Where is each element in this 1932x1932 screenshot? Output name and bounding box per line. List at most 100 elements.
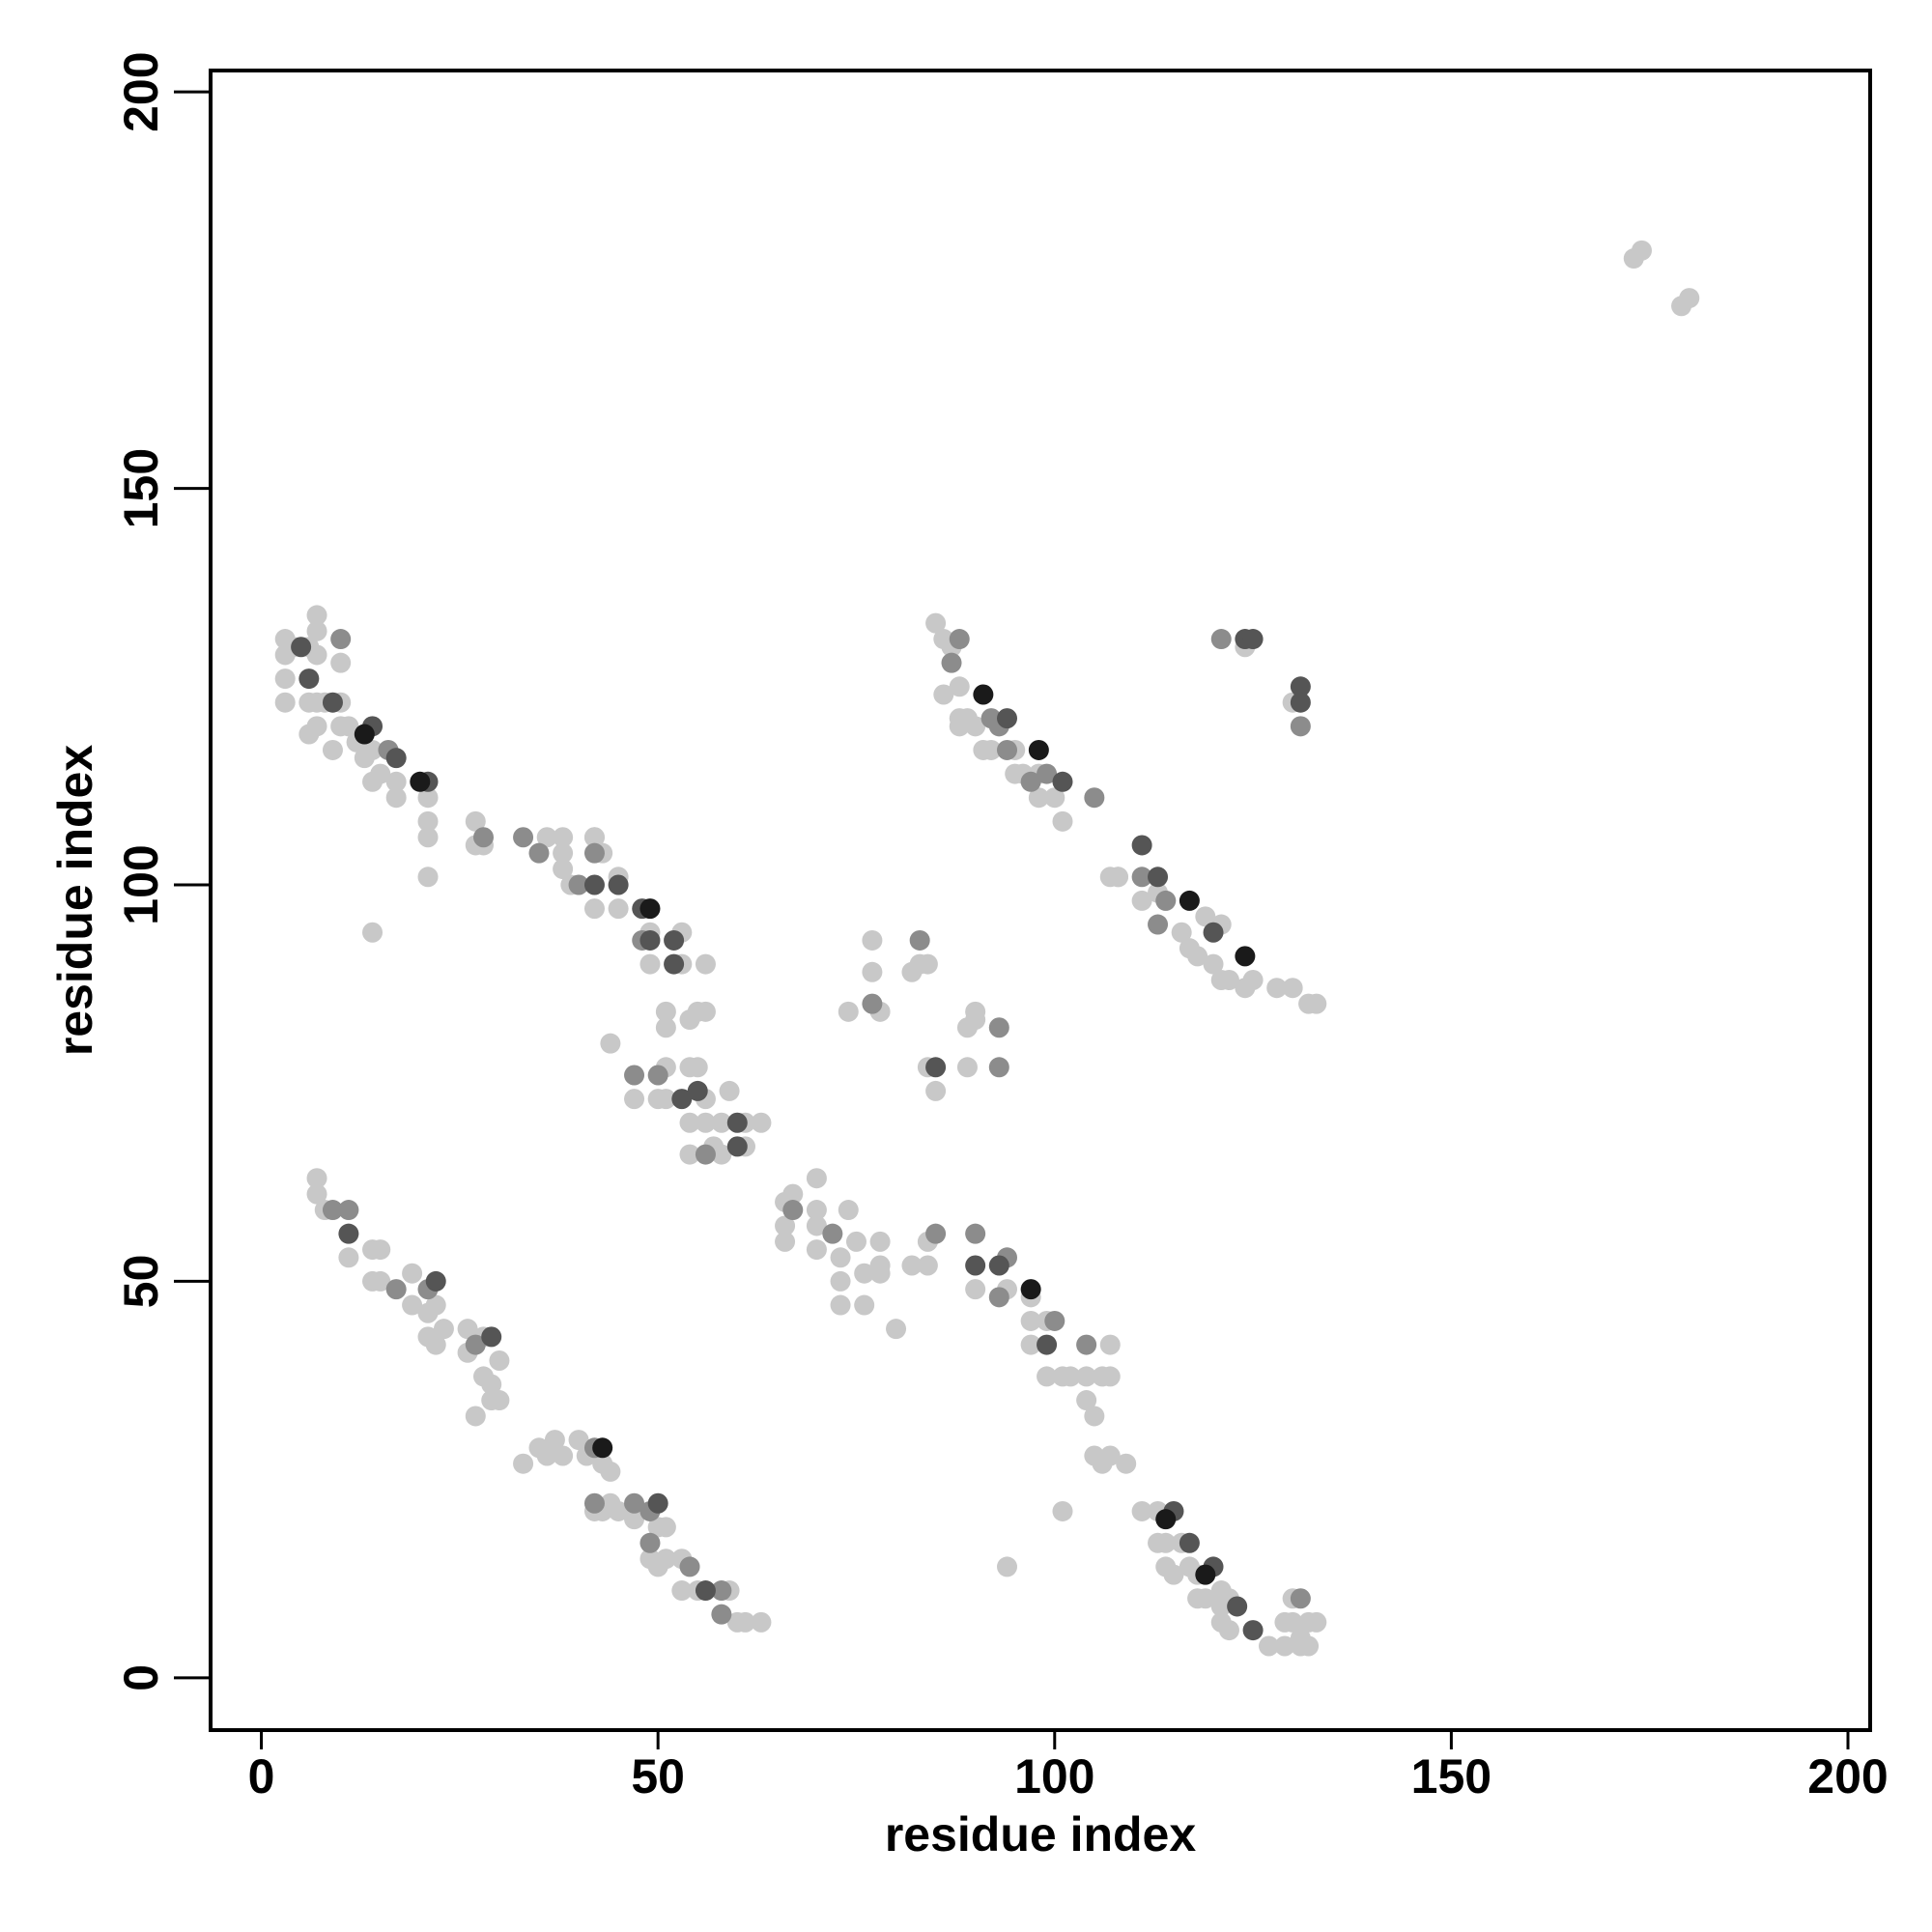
point <box>695 1001 716 1022</box>
point <box>1631 240 1652 261</box>
point <box>1242 629 1264 650</box>
point <box>417 827 439 848</box>
point <box>291 637 312 658</box>
point <box>298 692 320 713</box>
point <box>528 842 550 864</box>
point <box>711 1144 732 1165</box>
y-tick-label: 100 <box>114 844 168 924</box>
point <box>322 739 343 760</box>
point <box>1037 763 1058 784</box>
point <box>1195 1588 1216 1609</box>
point <box>553 1445 574 1466</box>
plot-frame <box>209 69 1872 1732</box>
point <box>1290 676 1311 697</box>
point <box>886 1319 907 1340</box>
point <box>1155 890 1177 911</box>
point <box>933 684 954 705</box>
point <box>830 1294 851 1316</box>
point <box>473 827 495 848</box>
point <box>647 1065 668 1086</box>
point <box>726 1136 748 1157</box>
point <box>775 1215 796 1236</box>
point <box>639 1532 661 1553</box>
point <box>600 1461 621 1482</box>
point <box>679 1112 700 1133</box>
point <box>830 1270 851 1292</box>
point <box>845 1231 867 1252</box>
point <box>306 620 327 641</box>
point <box>330 652 352 673</box>
point <box>941 652 962 673</box>
point <box>1218 969 1239 990</box>
point <box>806 1239 827 1261</box>
point <box>838 1200 859 1221</box>
point <box>385 787 407 809</box>
point <box>274 668 296 690</box>
point <box>1052 810 1073 832</box>
point <box>1679 288 1700 309</box>
point <box>822 1223 843 1244</box>
point <box>988 1017 1009 1038</box>
point <box>338 1223 359 1244</box>
point <box>965 1223 986 1244</box>
point <box>838 1001 859 1022</box>
point <box>949 676 970 697</box>
point <box>719 1080 740 1101</box>
point <box>1290 716 1311 737</box>
point <box>362 922 384 943</box>
point <box>1131 867 1152 888</box>
point <box>965 1001 986 1022</box>
point <box>1290 692 1311 713</box>
point <box>639 929 661 951</box>
point <box>901 1255 923 1276</box>
point <box>1235 946 1256 967</box>
point <box>997 1556 1018 1577</box>
point <box>925 1080 947 1101</box>
point <box>1052 771 1073 792</box>
point <box>513 827 534 848</box>
point <box>385 1279 407 1300</box>
point <box>330 629 352 650</box>
point <box>1131 890 1152 911</box>
point <box>568 1430 589 1451</box>
point <box>1298 1635 1320 1657</box>
point <box>338 1247 359 1268</box>
point <box>322 692 343 713</box>
point <box>806 1215 827 1236</box>
point <box>298 724 320 745</box>
y-tick-label: 50 <box>114 1255 168 1309</box>
point <box>949 629 970 650</box>
point <box>1179 890 1200 911</box>
point <box>553 859 574 880</box>
point <box>417 810 439 832</box>
x-tick-label: 0 <box>248 1749 275 1804</box>
point <box>1076 1366 1097 1387</box>
point <box>655 1089 676 1110</box>
point <box>956 1057 978 1078</box>
point <box>1044 787 1065 809</box>
point <box>988 1287 1009 1308</box>
point <box>1044 1310 1065 1331</box>
point <box>973 684 994 705</box>
point <box>536 827 557 848</box>
point <box>354 724 375 745</box>
point <box>1020 1279 1041 1300</box>
point <box>1060 1366 1081 1387</box>
point <box>925 612 947 634</box>
point <box>1218 1620 1239 1641</box>
point <box>624 1492 645 1514</box>
point <box>370 763 391 784</box>
point <box>965 716 986 737</box>
point <box>1203 922 1224 943</box>
point <box>1037 1366 1058 1387</box>
point <box>306 1168 327 1189</box>
point <box>1148 867 1169 888</box>
point <box>1084 1406 1105 1427</box>
point <box>1259 1635 1280 1657</box>
point <box>553 827 574 848</box>
point <box>782 1183 804 1205</box>
point <box>1179 1532 1200 1553</box>
point <box>687 1057 708 1078</box>
point <box>695 1580 716 1602</box>
